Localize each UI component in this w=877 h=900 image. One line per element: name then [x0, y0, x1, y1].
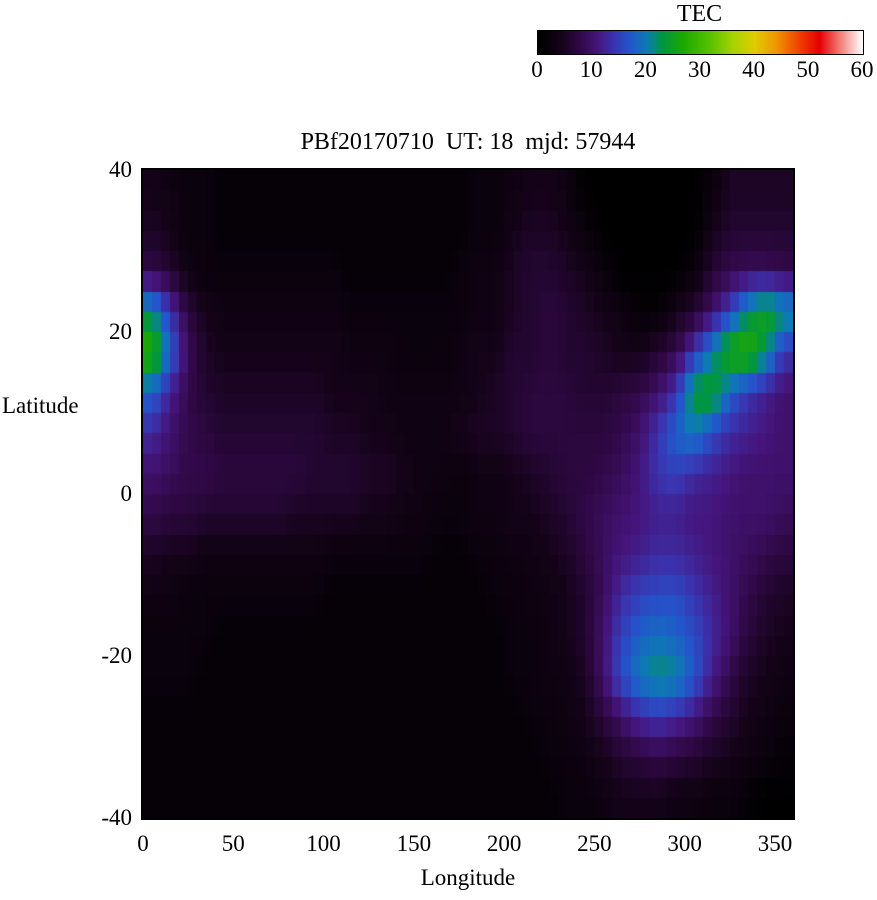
y-tick-label: 20	[109, 319, 132, 344]
y-tick-label: 0	[120, 481, 133, 506]
x-tick-label: 200	[486, 831, 522, 856]
colorbar-tick-label: 30	[688, 57, 711, 82]
y-tick-label: -20	[101, 643, 132, 668]
colorbar-tick-label: 0	[531, 57, 543, 82]
heatmap-canvas	[143, 170, 793, 818]
y-axis-label: Latitude	[2, 393, 79, 418]
x-tick-label: 150	[396, 831, 432, 856]
colorbar-tick-label: 10	[579, 57, 603, 82]
x-tick-label: 250	[577, 831, 612, 856]
x-tick-label: 0	[137, 831, 149, 856]
colorbar-tick-label: 60	[850, 57, 874, 82]
x-tick-label: 300	[667, 831, 702, 856]
x-tick-label: 350	[757, 831, 793, 856]
colorbar-title: TEC	[676, 1, 723, 27]
y-tick-label: -40	[101, 805, 132, 830]
plot-title: PBf20170710 UT: 18 mjd: 57944	[300, 129, 636, 155]
colorbar-tick-label: 50	[796, 57, 820, 82]
x-tick-label: 50	[221, 831, 245, 856]
colorbar-gradient	[537, 30, 864, 55]
y-tick-label: 40	[109, 157, 132, 182]
x-axis-label: Longitude	[420, 865, 516, 890]
colorbar-tick-label: 40	[742, 57, 766, 82]
x-tick-label: 100	[306, 831, 341, 856]
colorbar-tick-label: 20	[633, 57, 657, 82]
